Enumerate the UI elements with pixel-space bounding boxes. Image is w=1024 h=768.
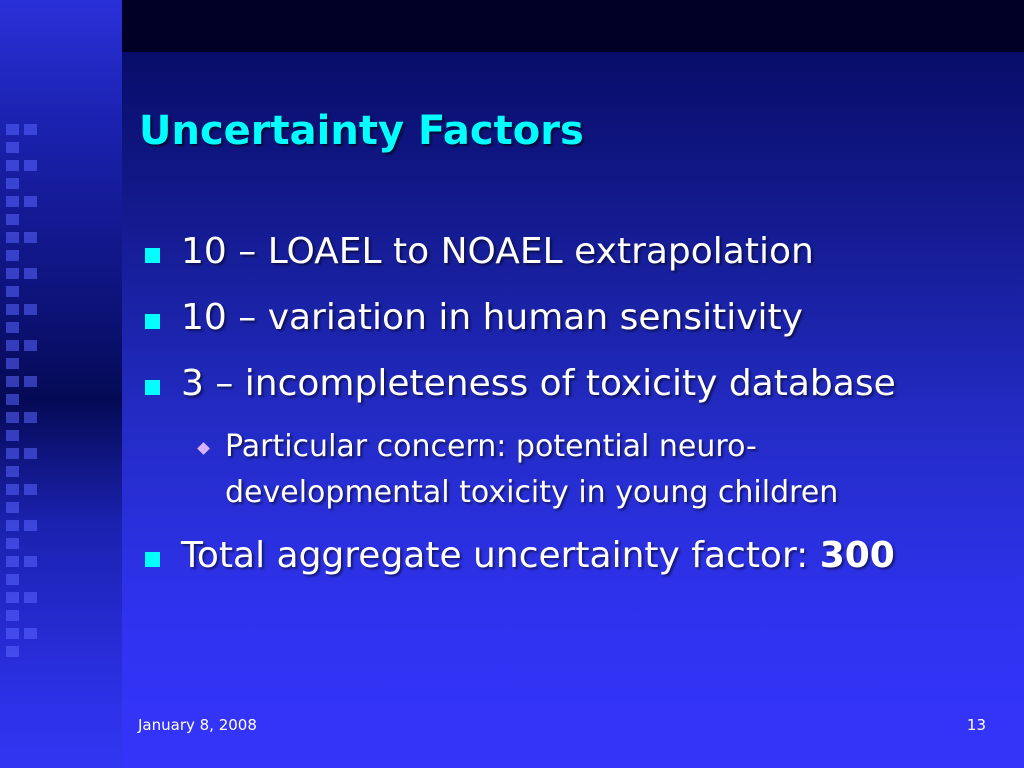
sub-bullet-line-2: developmental toxicity in young children (225, 475, 839, 510)
decorative-square (6, 538, 19, 549)
decorative-square (6, 448, 19, 459)
top-dark-band (122, 0, 1024, 52)
left-decorative-strip (0, 0, 122, 768)
decorative-square (6, 160, 19, 171)
decorative-square (6, 214, 19, 225)
decorative-square (6, 394, 19, 405)
decorative-square (6, 592, 19, 603)
decorative-square (6, 646, 19, 657)
footer-date: January 8, 2008 (138, 716, 257, 734)
decorative-square (24, 448, 37, 459)
decorative-square (6, 430, 19, 441)
decorative-square (6, 232, 19, 243)
decorative-square (24, 160, 37, 171)
decorative-square (6, 502, 19, 513)
bullet-text: 3 – incompleteness of toxicity database (181, 363, 896, 404)
decorative-square (24, 196, 37, 207)
decorative-square (6, 628, 19, 639)
decorative-square (6, 610, 19, 621)
decorative-square (24, 520, 37, 531)
decorative-square (24, 268, 37, 279)
decorative-square (24, 340, 37, 351)
bullet-text-total: Total aggregate uncertainty factor: 300 (181, 534, 895, 578)
diamond-bullet-icon (197, 442, 210, 455)
decorative-square (6, 466, 19, 477)
decorative-square (6, 340, 19, 351)
bullet-text: 10 – LOAEL to NOAEL extrapolation (181, 231, 814, 272)
decorative-square (6, 124, 19, 135)
decorative-square (24, 124, 37, 135)
decorative-square (24, 412, 37, 423)
decorative-square (24, 304, 37, 315)
decorative-square (24, 592, 37, 603)
decorative-square (6, 250, 19, 261)
square-bullet-icon (145, 380, 160, 395)
sub-bullet-line-1: Particular concern: potential neuro- (225, 429, 757, 464)
footer-page-number: 13 (966, 716, 986, 734)
decorative-square (6, 520, 19, 531)
decorative-square (6, 412, 19, 423)
decorative-square (6, 304, 19, 315)
decorative-square (6, 178, 19, 189)
decorative-square (24, 628, 37, 639)
decorative-square (6, 196, 19, 207)
bullet-text: 10 – variation in human sensitivity (181, 297, 803, 338)
square-bullet-icon (145, 248, 160, 263)
decorative-square (6, 142, 19, 153)
decorative-square (6, 358, 19, 369)
square-bullet-icon (145, 552, 160, 567)
decorative-square (24, 556, 37, 567)
decorative-square (6, 574, 19, 585)
slide-title: Uncertainty Factors (139, 108, 584, 154)
decorative-square (6, 268, 19, 279)
total-value: 300 (819, 535, 895, 576)
decorative-square (24, 484, 37, 495)
decorative-square (24, 232, 37, 243)
decorative-square (24, 376, 37, 387)
decorative-square (6, 556, 19, 567)
decorative-square (6, 484, 19, 495)
total-label: Total aggregate uncertainty factor: (181, 535, 820, 576)
square-bullet-icon (145, 314, 160, 329)
decorative-square (6, 322, 19, 333)
decorative-square (6, 286, 19, 297)
decorative-square (6, 376, 19, 387)
